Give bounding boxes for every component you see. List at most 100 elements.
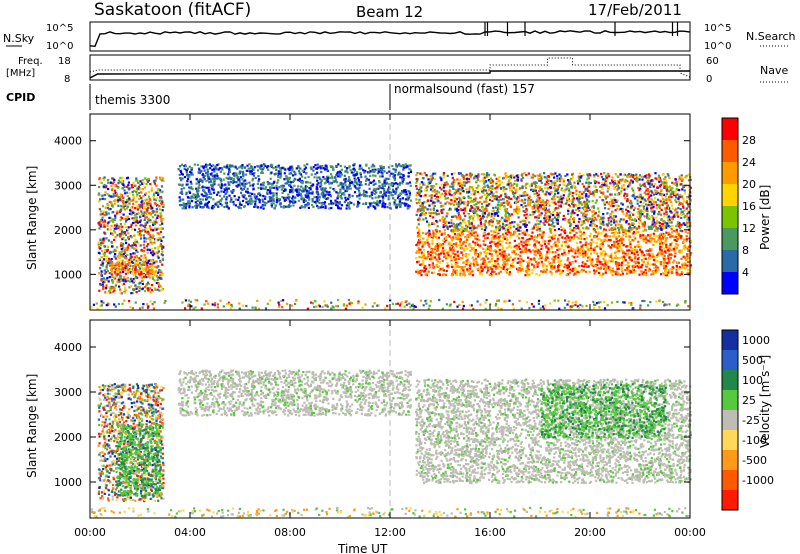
power-cell bbox=[602, 216, 605, 219]
power-cell bbox=[461, 233, 464, 236]
power-cell bbox=[477, 175, 480, 178]
power-cell bbox=[661, 252, 664, 256]
power-cell bbox=[311, 192, 314, 195]
power-cell bbox=[423, 266, 426, 269]
power-cell bbox=[108, 289, 111, 293]
power-cell bbox=[262, 166, 265, 169]
power-cell bbox=[149, 238, 152, 241]
power-cell bbox=[631, 223, 634, 226]
power-cell bbox=[508, 271, 512, 274]
power-cell bbox=[338, 201, 341, 204]
power-cell bbox=[421, 269, 424, 272]
power-cell bbox=[127, 228, 130, 231]
power-cell bbox=[299, 173, 303, 176]
power-cell bbox=[456, 250, 459, 253]
power-cell bbox=[509, 205, 512, 208]
power-cell bbox=[140, 254, 143, 258]
power-cell bbox=[587, 265, 590, 268]
power-cell bbox=[133, 256, 136, 259]
power-cell bbox=[469, 249, 472, 252]
power-cell bbox=[199, 206, 202, 209]
power-cell bbox=[388, 202, 391, 205]
power-cell bbox=[517, 226, 520, 229]
power-cell bbox=[207, 206, 210, 209]
power-cell bbox=[155, 260, 158, 263]
power-cell bbox=[505, 271, 508, 274]
power-cell bbox=[102, 281, 105, 284]
power-cell bbox=[664, 250, 667, 253]
power-cell bbox=[155, 266, 158, 269]
power-cell bbox=[669, 193, 672, 196]
nave-label: Nave bbox=[760, 64, 788, 77]
power-cell bbox=[454, 262, 457, 266]
power-cell bbox=[111, 218, 114, 221]
power-cell bbox=[369, 170, 372, 173]
power-cell bbox=[582, 185, 586, 188]
power-cell bbox=[544, 271, 547, 274]
power-cell bbox=[142, 267, 145, 270]
power-cell bbox=[143, 237, 146, 240]
power-cell bbox=[688, 193, 691, 196]
power-cell bbox=[687, 245, 691, 248]
power-cell bbox=[291, 165, 294, 168]
power-cell bbox=[216, 204, 219, 207]
power-cell bbox=[427, 255, 430, 258]
power-cell bbox=[452, 194, 456, 197]
power-cell bbox=[139, 215, 142, 218]
power-cell bbox=[377, 168, 380, 171]
power-cell bbox=[148, 227, 151, 230]
power-cell bbox=[270, 203, 273, 207]
power-cell bbox=[542, 231, 545, 234]
power-cell bbox=[153, 222, 156, 225]
power-cell bbox=[417, 233, 420, 236]
power-cell bbox=[103, 254, 106, 257]
power-cell bbox=[321, 194, 324, 197]
power-cell bbox=[520, 264, 523, 268]
power-cell bbox=[488, 198, 492, 201]
power-cell bbox=[529, 250, 532, 253]
power-cell bbox=[474, 199, 477, 202]
power-cell bbox=[112, 267, 115, 270]
power-cell bbox=[396, 196, 400, 200]
power-cell bbox=[688, 237, 691, 240]
power-cell bbox=[640, 254, 643, 257]
power-cell bbox=[596, 238, 599, 241]
power-cell bbox=[590, 247, 593, 250]
power-cell bbox=[497, 230, 500, 233]
power-cell bbox=[436, 260, 439, 263]
power-cell bbox=[113, 276, 116, 279]
power-cell bbox=[353, 185, 356, 188]
power-cell bbox=[179, 198, 182, 201]
power-cell bbox=[685, 238, 688, 241]
power-cell bbox=[424, 232, 427, 235]
power-cell bbox=[110, 188, 114, 192]
power-cell bbox=[207, 200, 210, 203]
power-cell bbox=[159, 177, 162, 180]
power-cell bbox=[181, 177, 184, 180]
power-cell bbox=[229, 181, 232, 184]
power-cell bbox=[145, 182, 148, 186]
power-cell bbox=[242, 194, 245, 197]
power-cell bbox=[195, 202, 198, 206]
power-cell bbox=[658, 236, 661, 239]
power-cell bbox=[135, 256, 138, 259]
power-cell bbox=[378, 201, 381, 204]
power-cell bbox=[236, 167, 239, 170]
power-cell bbox=[323, 196, 326, 200]
power-cell bbox=[141, 287, 144, 290]
power-cell bbox=[644, 268, 647, 272]
power-cell bbox=[383, 179, 386, 182]
power-cell bbox=[438, 253, 441, 256]
power-cell bbox=[464, 255, 467, 258]
power-cell bbox=[622, 255, 625, 258]
power-cell bbox=[258, 199, 261, 202]
power-cell bbox=[617, 267, 620, 270]
power-cell bbox=[307, 206, 310, 209]
power-cell bbox=[561, 252, 564, 255]
power-cell bbox=[243, 205, 246, 208]
power-cell bbox=[323, 167, 326, 170]
power-cell bbox=[437, 242, 441, 245]
power-cell bbox=[683, 244, 686, 247]
power-cell bbox=[531, 263, 534, 266]
power-cell bbox=[425, 238, 428, 241]
